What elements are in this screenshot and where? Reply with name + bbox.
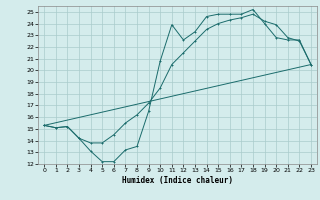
X-axis label: Humidex (Indice chaleur): Humidex (Indice chaleur) <box>122 176 233 185</box>
